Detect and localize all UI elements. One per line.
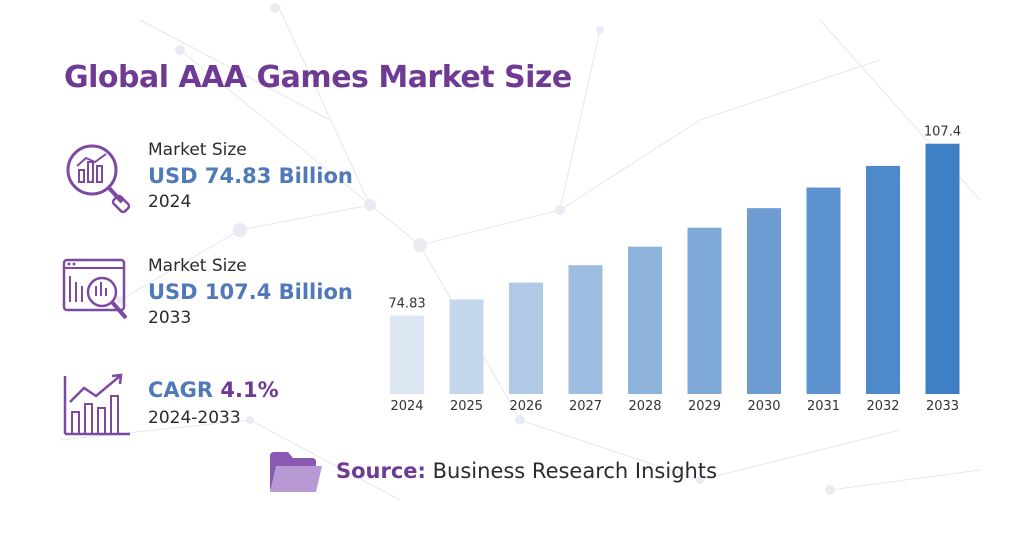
- bar-2024: [390, 315, 424, 394]
- x-tick-label: 2030: [747, 399, 780, 414]
- source-label: Source:: [336, 459, 426, 483]
- bar-2033: [925, 143, 960, 394]
- x-tick-label: 2029: [688, 399, 721, 414]
- bar-2026: [509, 282, 543, 394]
- cagr-stat: CAGR 4.1% 2024-2033: [62, 372, 392, 452]
- market-size-year: 2033: [148, 308, 192, 328]
- cagr-text: CAGR: [148, 378, 214, 402]
- folder-icon: [270, 452, 322, 492]
- market-size-bar-chart: 2024 74.83 2025 2026 2027 2028 2029 2030 2031 203…: [388, 125, 961, 414]
- bar-2028: [628, 246, 662, 394]
- x-tick-label: 2026: [509, 399, 542, 414]
- bar-2027: [568, 265, 603, 394]
- x-tick-label: 2024: [390, 399, 423, 414]
- magnifier-chart-icon: [66, 144, 131, 214]
- x-tick-label: 2025: [450, 399, 483, 414]
- data-label: 74.83: [388, 297, 425, 312]
- bar-2032: [866, 165, 900, 394]
- page-title: Global AAA Games Market Size: [64, 60, 572, 95]
- analytics-dashboard-icon: [62, 258, 128, 320]
- cagr-value: 4.1%: [220, 378, 279, 402]
- x-tick-label: 2033: [926, 399, 959, 414]
- cagr-label: CAGR 4.1%: [148, 378, 279, 402]
- market-size-2033-stat: Market Size USD 107.4 Billion 2033: [62, 256, 392, 336]
- bar-2031: [806, 187, 841, 394]
- market-size-label: Market Size: [148, 256, 247, 276]
- market-size-2024-stat: Market Size USD 74.83 Billion 2024: [62, 140, 392, 220]
- growth-chart-icon: [63, 373, 130, 436]
- source-line: Source: Business Research Insights: [268, 450, 788, 494]
- x-tick-label: 2031: [807, 399, 840, 414]
- bar-2029: [687, 227, 722, 394]
- market-size-value: USD 74.83 Billion: [148, 164, 353, 188]
- x-tick-label: 2027: [569, 399, 602, 414]
- bar-2030: [747, 208, 781, 394]
- market-size-label: Market Size: [148, 140, 247, 160]
- cagr-period: 2024-2033: [148, 408, 241, 428]
- x-tick-label: 2032: [866, 399, 899, 414]
- source-name: Business Research Insights: [432, 459, 718, 483]
- source-text: Source: Business Research Insights: [336, 459, 717, 483]
- market-size-year: 2024: [148, 192, 192, 212]
- bar-2025: [449, 299, 484, 394]
- market-size-value: USD 107.4 Billion: [148, 280, 353, 304]
- data-label: 107.4: [924, 125, 961, 140]
- x-tick-label: 2028: [628, 399, 661, 414]
